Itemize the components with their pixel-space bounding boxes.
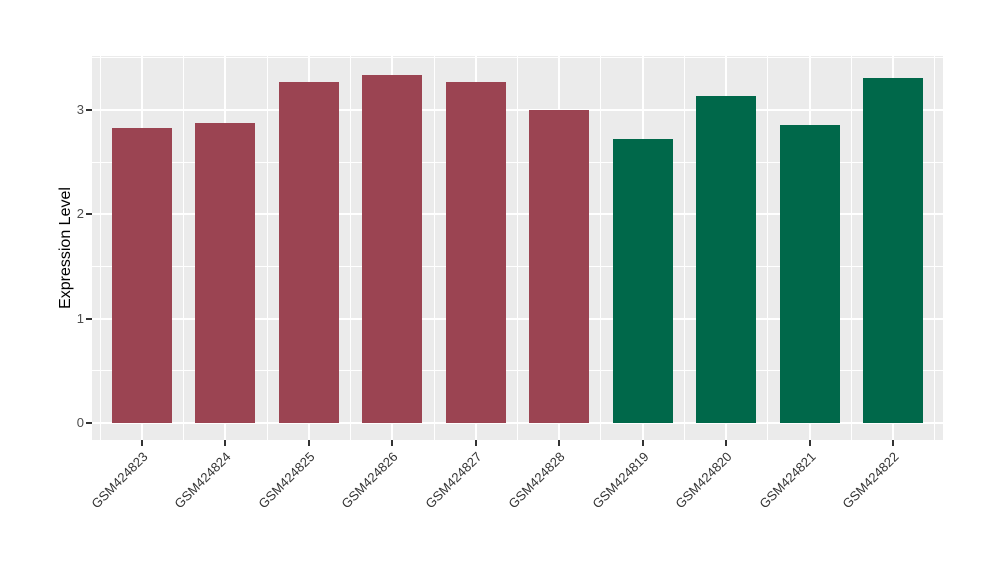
bar-GSM424824 [195, 122, 256, 423]
x-tick-mark [725, 440, 728, 446]
x-tick-mark [641, 440, 644, 446]
y-tick-label: 3 [76, 102, 84, 117]
gridline-minor-vertical [516, 56, 518, 440]
bar-GSM424821 [779, 124, 840, 423]
bar-GSM424820 [696, 96, 757, 423]
x-tick-label-GSM424820: GSM424820 [672, 449, 735, 512]
x-tick-label-GSM424826: GSM424826 [338, 449, 401, 512]
gridline-minor-vertical [683, 56, 685, 440]
bar-GSM424827 [445, 81, 506, 423]
plot-panel [92, 56, 943, 440]
x-tick-label-GSM424825: GSM424825 [255, 449, 318, 512]
gridline-minor-vertical [183, 56, 185, 440]
x-tick-mark [891, 440, 894, 446]
gridline-major-horizontal [92, 109, 943, 111]
gridline-major-horizontal [92, 422, 943, 424]
gridline-minor-vertical [433, 56, 435, 440]
gridline-minor-vertical [350, 56, 352, 440]
bar-GSM424825 [278, 81, 339, 423]
x-tick-mark [141, 440, 143, 446]
x-tick-label-GSM424823: GSM424823 [88, 449, 151, 512]
x-tick-label-GSM424828: GSM424828 [505, 449, 568, 512]
bar-GSM424826 [362, 74, 423, 423]
gridline-major-horizontal [92, 213, 943, 216]
bar-GSM424822 [862, 77, 923, 423]
bar-GSM424828 [529, 110, 590, 423]
x-tick-label-GSM424821: GSM424821 [755, 449, 819, 512]
y-tick-label: 0 [76, 415, 84, 430]
x-tick-mark [558, 440, 561, 446]
gridline-minor-vertical [767, 56, 769, 440]
x-tick-label-GSM424819: GSM424819 [589, 449, 652, 512]
gridline-minor-vertical [99, 56, 101, 440]
y-tick-mark [86, 317, 92, 320]
gridline-minor-vertical [600, 56, 602, 440]
x-tick-mark [808, 440, 811, 446]
y-tick-label: 2 [76, 206, 84, 222]
y-tick-mark [86, 213, 92, 216]
gridline-minor-vertical [850, 56, 852, 440]
gridline-minor-vertical [934, 56, 936, 440]
x-tick-mark [391, 440, 394, 446]
x-tick-mark [224, 440, 227, 446]
x-tick-mark [474, 440, 477, 446]
x-tick-mark [307, 440, 310, 446]
x-tick-label-GSM424824: GSM424824 [171, 449, 235, 512]
gridline-minor-vertical [266, 56, 268, 440]
bar-GSM424819 [612, 139, 673, 423]
bar-GSM424823 [112, 127, 172, 423]
x-tick-label-GSM424827: GSM424827 [422, 449, 485, 512]
x-tick-label-GSM424822: GSM424822 [839, 449, 902, 512]
gridline-major-horizontal [92, 317, 943, 320]
y-tick-mark [86, 109, 92, 111]
y-tick-mark [86, 422, 92, 424]
y-tick-label: 1 [76, 310, 84, 326]
y-axis-title: Expression Level [57, 187, 74, 309]
